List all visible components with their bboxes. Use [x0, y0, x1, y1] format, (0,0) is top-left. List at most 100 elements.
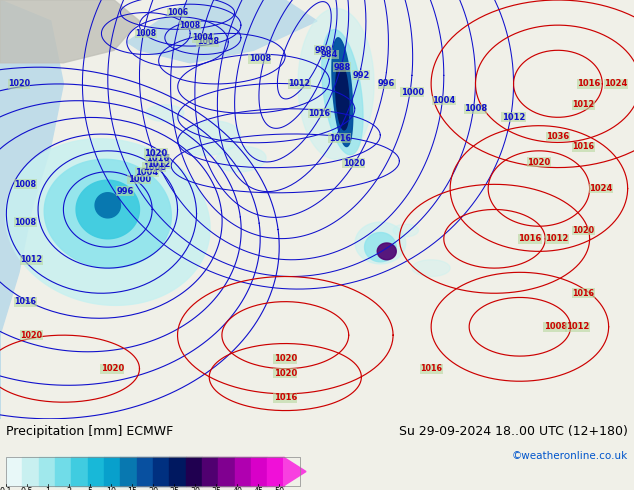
Text: 1020: 1020	[101, 364, 124, 373]
Text: 1008: 1008	[249, 54, 271, 63]
Bar	[218, 457, 235, 486]
Text: 15: 15	[127, 487, 137, 490]
Text: 10: 10	[106, 487, 116, 490]
Text: 1020: 1020	[527, 158, 550, 167]
Polygon shape	[365, 233, 396, 262]
Text: 1: 1	[46, 487, 51, 490]
Bar	[186, 457, 202, 486]
Polygon shape	[95, 193, 120, 218]
Text: 20: 20	[148, 487, 158, 490]
Text: 1020: 1020	[145, 148, 167, 158]
Text: 40: 40	[232, 487, 242, 490]
Bar	[39, 457, 55, 486]
Text: 1020: 1020	[343, 159, 365, 168]
Text: 5: 5	[87, 487, 93, 490]
Text: 1016: 1016	[274, 393, 297, 402]
Bar	[6, 457, 300, 486]
Polygon shape	[412, 260, 450, 276]
Text: 1016: 1016	[329, 134, 351, 143]
Text: 35: 35	[211, 487, 221, 490]
Text: 996: 996	[378, 79, 396, 88]
Polygon shape	[127, 0, 317, 63]
Text: 1036: 1036	[547, 132, 569, 141]
Text: 50: 50	[275, 487, 285, 490]
Text: 1008: 1008	[135, 29, 157, 38]
Text: 1016: 1016	[420, 364, 442, 373]
Text: 1006: 1006	[167, 8, 188, 17]
Text: 45: 45	[254, 487, 264, 490]
Text: 1016: 1016	[519, 234, 541, 244]
Text: 1008: 1008	[15, 218, 36, 226]
Text: 1016: 1016	[578, 79, 600, 88]
Text: 1012: 1012	[566, 322, 589, 331]
Polygon shape	[178, 121, 240, 155]
Text: 1016: 1016	[309, 109, 330, 118]
Text: 1012: 1012	[502, 113, 525, 122]
Text: 1024: 1024	[590, 184, 612, 193]
Text: 988: 988	[333, 63, 351, 72]
Text: ©weatheronline.co.uk: ©weatheronline.co.uk	[512, 451, 628, 461]
Text: 1020: 1020	[8, 79, 30, 88]
Text: 1000: 1000	[401, 88, 424, 97]
Text: Precipitation [mm] ECMWF: Precipitation [mm] ECMWF	[6, 425, 173, 438]
Text: 1008: 1008	[544, 322, 567, 331]
Bar	[104, 457, 120, 486]
Text: 1012: 1012	[573, 100, 594, 109]
Bar	[6, 457, 22, 486]
Text: 1008: 1008	[197, 37, 219, 47]
Text: 1004: 1004	[432, 96, 455, 105]
Bar	[87, 457, 104, 486]
Text: 1012: 1012	[21, 255, 42, 264]
Bar	[137, 457, 153, 486]
Polygon shape	[0, 0, 139, 63]
Text: 984: 984	[321, 50, 339, 59]
Text: 0.5: 0.5	[21, 487, 34, 490]
Polygon shape	[393, 224, 418, 237]
Text: 1004: 1004	[192, 33, 214, 42]
Text: 1020: 1020	[274, 354, 297, 363]
Polygon shape	[336, 63, 349, 130]
Polygon shape	[0, 0, 63, 419]
Text: 1012: 1012	[545, 234, 568, 244]
Text: 1008: 1008	[143, 163, 166, 172]
Bar	[72, 457, 87, 486]
Text: 1000: 1000	[127, 175, 151, 184]
Text: 1016: 1016	[15, 297, 36, 306]
Text: 1020: 1020	[21, 331, 42, 340]
Text: 1012: 1012	[288, 79, 310, 88]
Bar	[120, 457, 137, 486]
Polygon shape	[283, 457, 306, 486]
Bar	[268, 457, 283, 486]
Text: 992: 992	[353, 71, 370, 80]
Text: Su 29-09-2024 18..00 UTC (12+180): Su 29-09-2024 18..00 UTC (12+180)	[399, 425, 628, 438]
Text: 1020: 1020	[274, 369, 297, 378]
Text: 980: 980	[314, 46, 332, 55]
Polygon shape	[321, 29, 363, 155]
Text: 1008: 1008	[464, 104, 487, 113]
Bar	[202, 457, 218, 486]
Polygon shape	[76, 180, 139, 239]
Text: 1020: 1020	[573, 226, 594, 235]
Bar	[251, 457, 268, 486]
Polygon shape	[332, 38, 353, 147]
Bar	[153, 457, 169, 486]
Text: 1008: 1008	[15, 180, 36, 189]
Text: 1008: 1008	[179, 21, 201, 29]
Text: 30: 30	[190, 487, 200, 490]
Polygon shape	[298, 8, 374, 159]
Text: 25: 25	[169, 487, 179, 490]
Polygon shape	[146, 105, 184, 122]
Bar	[22, 457, 39, 486]
Polygon shape	[6, 139, 210, 305]
Bar	[169, 457, 186, 486]
Bar	[235, 457, 251, 486]
Polygon shape	[44, 159, 171, 268]
Bar	[55, 457, 72, 486]
Text: 1024: 1024	[604, 79, 627, 88]
Text: 1016: 1016	[573, 142, 594, 151]
Polygon shape	[377, 243, 396, 260]
Text: 996: 996	[117, 187, 134, 196]
Text: 1012: 1012	[148, 160, 171, 169]
Text: 1016: 1016	[573, 289, 594, 298]
Text: 0.1: 0.1	[0, 487, 12, 490]
